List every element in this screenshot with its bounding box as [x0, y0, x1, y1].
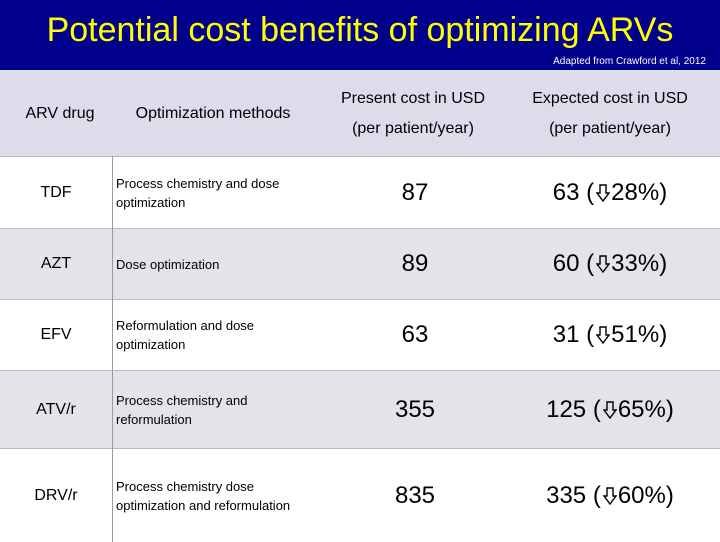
header-method: Optimization methods [135, 105, 291, 122]
table-row: EFV Reformulation and dose optimization … [0, 299, 720, 370]
column-divider [112, 156, 113, 542]
method-cell: Process chemistry dose optimization and … [116, 478, 291, 513]
drug-cell: EFV [40, 326, 72, 343]
present-cost-cell: 89 [401, 250, 429, 277]
table-row: DRV/r Process chemistry dose optimizatio… [0, 448, 720, 542]
header-present-cost: Present cost in USD (per patient/year) [340, 90, 486, 137]
expected-value: 125 [546, 395, 587, 423]
slide-title: Potential cost benefits of optimizing AR… [46, 11, 674, 49]
method-cell: Dose optimization [116, 256, 220, 272]
present-cost-cell: 63 [401, 321, 429, 348]
present-cost-cell: 87 [401, 178, 429, 206]
method-cell: Reformulation and dose optimization [116, 318, 255, 352]
expected-value: 31 [552, 321, 580, 348]
expected-cost-cell: 63 (28%) [552, 178, 668, 206]
method-cell: Process chemistry and dose optimization [116, 175, 280, 210]
expected-cost-cell: 125 (65%) [546, 395, 674, 423]
reduction-value: 28% [611, 178, 660, 206]
reduction-value: 60% [617, 481, 666, 509]
drug-cell: TDF [40, 183, 72, 201]
down-arrow-icon [596, 326, 611, 344]
table-header: ARV drug Optimization methods Present co… [0, 72, 720, 156]
present-cost-cell: 835 [394, 481, 436, 509]
table-row: ATV/r Process chemistry and reformulatio… [0, 370, 720, 448]
expected-cost-cell: 60 (33%) [552, 250, 668, 277]
down-arrow-icon [602, 486, 617, 505]
header-drug: ARV drug [25, 105, 95, 122]
down-arrow-icon [596, 183, 611, 202]
present-cost-cell: 355 [394, 395, 436, 423]
header-expected-cost: Expected cost in USD (per patient/year) [532, 90, 688, 137]
table-row: TDF Process chemistry and dose optimizat… [0, 156, 720, 228]
drug-cell: AZT [40, 255, 72, 272]
method-cell: Process chemistry and reformulation [116, 392, 248, 427]
expected-value: 63 [552, 178, 580, 206]
table-row: AZT Dose optimization 89 60 (33%) [0, 228, 720, 299]
expected-cost-cell: 31 (51%) [552, 321, 668, 348]
expected-cost-cell: 335 (60%) [546, 481, 674, 509]
expected-value: 335 [546, 481, 587, 509]
source-note: Adapted from Crawford et al, 2012 [553, 56, 706, 67]
reduction-value: 65% [617, 395, 666, 423]
down-arrow-icon [596, 255, 611, 273]
reduction-value: 33% [611, 250, 660, 277]
drug-cell: DRV/r [34, 486, 78, 504]
drug-cell: ATV/r [36, 400, 76, 418]
expected-value: 60 [552, 250, 580, 277]
down-arrow-icon [602, 400, 617, 419]
cost-table: ARV drug Optimization methods Present co… [0, 70, 720, 542]
reduction-value: 51% [611, 321, 660, 348]
